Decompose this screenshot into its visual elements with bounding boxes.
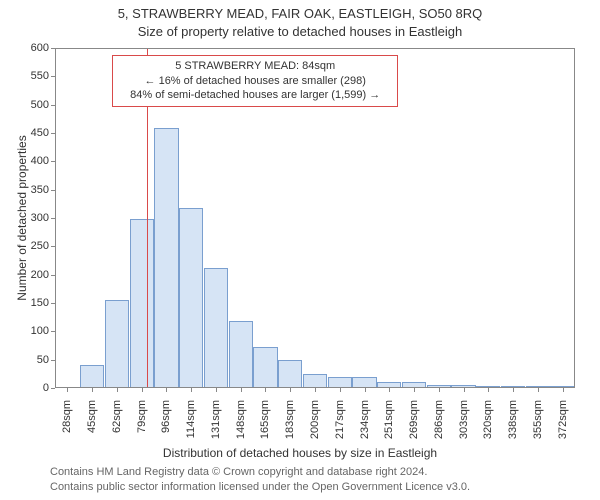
plot-area: 5 STRAWBERRY MEAD: 84sqm ← 16% of detach… xyxy=(55,48,575,388)
y-tick-label: 550 xyxy=(31,70,49,82)
x-tick-label: 286sqm xyxy=(433,400,445,439)
x-tick-label: 96sqm xyxy=(160,400,172,433)
y-tick-label: 150 xyxy=(31,297,49,309)
histogram-bar xyxy=(303,374,327,388)
info-box-line3: 84% of semi-detached houses are larger (… xyxy=(119,88,391,103)
x-tick-label: 131sqm xyxy=(210,400,222,439)
x-tick-label: 45sqm xyxy=(86,400,98,433)
y-tick-label: 500 xyxy=(31,99,49,111)
x-tick-label: 251sqm xyxy=(383,400,395,439)
x-tick-label: 79sqm xyxy=(136,400,148,433)
x-tick-label: 320sqm xyxy=(482,400,494,439)
y-tick-label: 200 xyxy=(31,269,49,281)
y-tick-label: 50 xyxy=(37,354,49,366)
x-tick-label: 28sqm xyxy=(61,400,73,433)
histogram-bar xyxy=(229,321,253,388)
chart-container: 5, STRAWBERRY MEAD, FAIR OAK, EASTLEIGH,… xyxy=(0,0,600,500)
x-tick-label: 355sqm xyxy=(532,400,544,439)
histogram-bar xyxy=(105,300,129,388)
histogram-bar xyxy=(328,377,352,388)
title-address: 5, STRAWBERRY MEAD, FAIR OAK, EASTLEIGH,… xyxy=(0,6,600,21)
histogram-bar xyxy=(80,365,104,388)
histogram-bar xyxy=(204,268,228,388)
x-tick-label: 183sqm xyxy=(284,400,296,439)
x-tick-label: 148sqm xyxy=(235,400,247,439)
y-tick-label: 100 xyxy=(31,325,49,337)
x-axis-label: Distribution of detached houses by size … xyxy=(0,446,600,460)
y-tick-label: 400 xyxy=(31,155,49,167)
info-box: 5 STRAWBERRY MEAD: 84sqm ← 16% of detach… xyxy=(112,55,398,108)
x-tick-label: 338sqm xyxy=(507,400,519,439)
y-tick-label: 250 xyxy=(31,240,49,252)
histogram-bar xyxy=(352,377,376,388)
x-tick-label: 114sqm xyxy=(185,400,197,438)
histogram-bar xyxy=(179,208,203,388)
x-tick-label: 234sqm xyxy=(359,400,371,439)
y-tick-label: 450 xyxy=(31,127,49,139)
histogram-bar xyxy=(253,347,277,388)
histogram-bar xyxy=(278,360,302,388)
x-tick-label: 217sqm xyxy=(334,400,346,439)
x-tick-label: 372sqm xyxy=(557,400,569,439)
x-tick-label: 165sqm xyxy=(259,400,271,439)
x-tick-label: 269sqm xyxy=(408,400,420,439)
x-tick-label: 303sqm xyxy=(458,400,470,439)
histogram-bar xyxy=(154,128,178,388)
x-tick-label: 200sqm xyxy=(309,400,321,439)
x-tick-label: 62sqm xyxy=(111,400,123,433)
footer-line2: Contains public sector information licen… xyxy=(50,480,470,494)
footer-line1: Contains HM Land Registry data © Crown c… xyxy=(50,465,470,479)
y-tick-label: 0 xyxy=(43,382,49,394)
info-box-line2: ← 16% of detached houses are smaller (29… xyxy=(119,74,391,89)
y-axis-label: Number of detached properties xyxy=(15,48,29,388)
y-tick-label: 300 xyxy=(31,212,49,224)
info-box-line1: 5 STRAWBERRY MEAD: 84sqm xyxy=(119,59,391,74)
y-tick-label: 600 xyxy=(31,42,49,54)
attribution-footer: Contains HM Land Registry data © Crown c… xyxy=(50,465,470,494)
title-subtitle: Size of property relative to detached ho… xyxy=(0,24,600,39)
y-tick-label: 350 xyxy=(31,184,49,196)
histogram-bar xyxy=(130,219,154,388)
